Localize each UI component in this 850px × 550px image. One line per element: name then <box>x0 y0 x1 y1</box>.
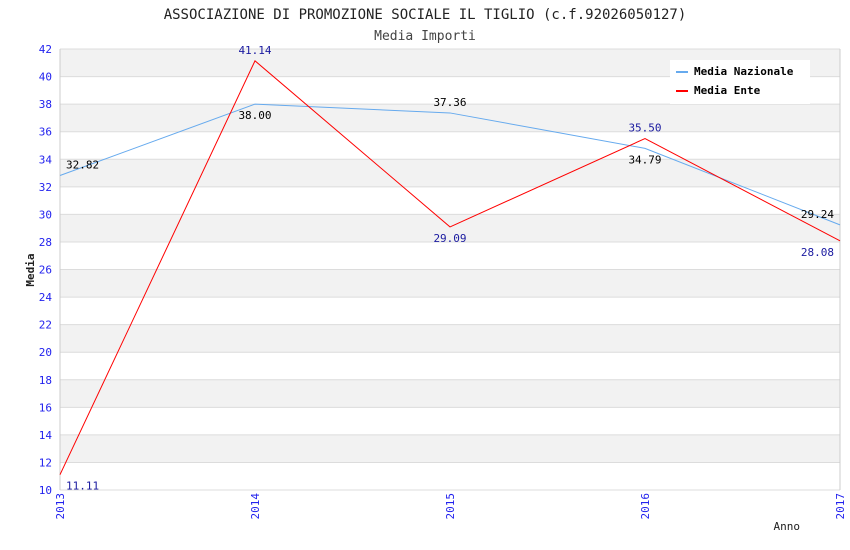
data-label: 41.14 <box>238 44 271 57</box>
grid-band <box>60 297 840 325</box>
y-tick-label: 36 <box>39 126 52 139</box>
grid-band <box>60 186 840 215</box>
x-tick-label: 2014 <box>249 493 262 520</box>
grid-band <box>60 269 840 298</box>
y-tick-label: 26 <box>39 264 52 277</box>
data-label: 37.36 <box>433 96 466 109</box>
series-line-ente <box>59 60 841 475</box>
y-tick-label: 42 <box>39 43 52 56</box>
data-label: 35.50 <box>628 122 661 135</box>
grid-band <box>60 462 840 490</box>
grid-band <box>60 159 840 187</box>
data-label: 28.08 <box>801 246 834 259</box>
data-label: 38.00 <box>238 109 271 122</box>
grid-band <box>60 104 840 132</box>
data-label: 29.24 <box>801 208 834 221</box>
y-tick-label: 38 <box>39 98 52 111</box>
y-tick-label: 34 <box>39 153 53 166</box>
y-tick-label: 32 <box>39 181 52 194</box>
data-label: 29.09 <box>433 232 466 245</box>
y-tick-label: 22 <box>39 319 52 332</box>
grid-band <box>60 324 840 353</box>
grid-band <box>60 407 840 435</box>
y-tick-label: 28 <box>39 236 52 249</box>
y-tick-label: 40 <box>39 71 52 84</box>
grid-band <box>60 434 840 463</box>
grid-band <box>60 214 840 242</box>
data-label: 34.79 <box>628 153 661 166</box>
legend-label-nazionale: Media Nazionale <box>694 65 794 78</box>
y-tick-label: 30 <box>39 208 52 221</box>
y-tick-label: 20 <box>39 346 52 359</box>
grid-band <box>60 379 840 408</box>
series-line-nazionale <box>59 103 841 226</box>
x-tick-label: 2017 <box>834 493 847 520</box>
grid-band <box>60 241 840 270</box>
chart-subtitle: Media Importi <box>374 29 476 44</box>
x-tick-label: 2016 <box>639 493 652 520</box>
grid-band <box>60 131 840 160</box>
y-tick-label: 10 <box>39 484 52 497</box>
legend-label-ente: Media Ente <box>694 84 761 97</box>
legend: Media Nazionale Media Ente <box>670 60 810 104</box>
y-tick-label: 16 <box>39 401 52 414</box>
grid-band <box>60 352 840 380</box>
y-tick-label: 24 <box>39 291 53 304</box>
y-axis-label: Media <box>24 253 37 286</box>
y-tick-label: 18 <box>39 374 52 387</box>
x-tick-label: 2013 <box>54 493 67 520</box>
x-tick-label: 2015 <box>444 493 457 520</box>
x-axis-label: Anno <box>774 520 801 533</box>
data-label: 11.11 <box>66 480 99 493</box>
chart-title: ASSOCIAZIONE DI PROMOZIONE SOCIALE IL TI… <box>164 7 687 23</box>
y-tick-label: 12 <box>39 456 52 469</box>
data-label: 32.82 <box>66 159 99 172</box>
y-tick-label: 14 <box>39 429 53 442</box>
